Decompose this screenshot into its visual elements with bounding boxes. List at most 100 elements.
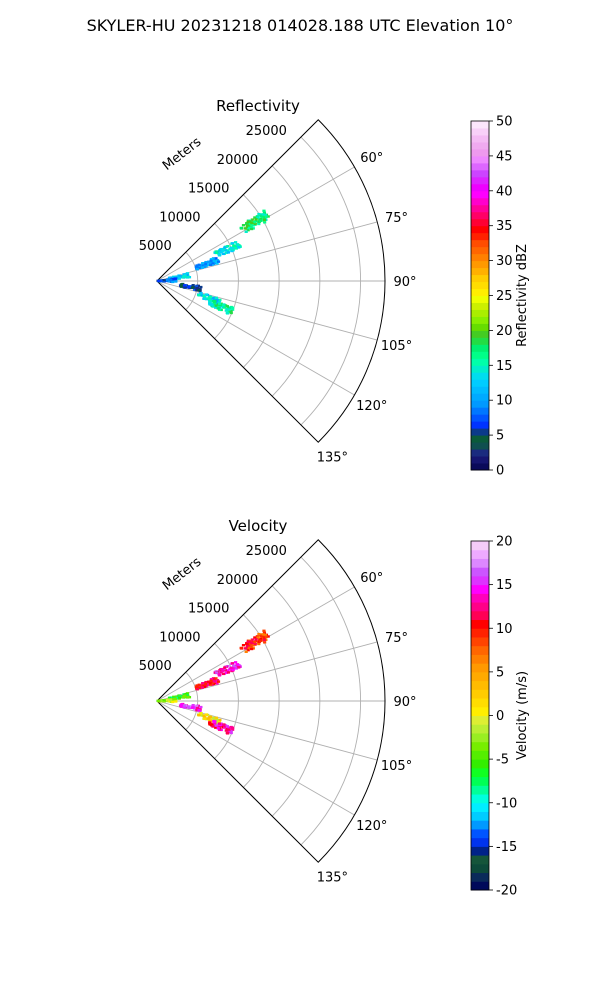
- reflectivity-echo-gate: [230, 249, 234, 253]
- velocity-echo-cluster: [213, 661, 242, 677]
- reflectivity-colorbar-swatch: [471, 267, 489, 276]
- reflectivity-echo-gate: [221, 252, 226, 256]
- reflectivity-echo-gate: [179, 285, 184, 288]
- velocity-echo-gate: [220, 667, 224, 671]
- velocity-echo-gate: [212, 680, 216, 683]
- reflectivity-echo-gate: [181, 276, 185, 279]
- velocity-colorbar-swatch: [471, 698, 489, 708]
- reflectivity-echo-gate: [246, 228, 250, 232]
- velocity-colorbar-swatch: [471, 575, 489, 586]
- reflectivity-echo-gate: [225, 251, 229, 254]
- reflectivity-colorbar-swatch: [471, 141, 489, 150]
- velocity-echo-gate: [194, 685, 198, 688]
- reflectivity-colorbar-tick-label: 0: [496, 464, 504, 479]
- velocity-radial-tick-label: 25000: [246, 544, 287, 559]
- velocity-echo-gate: [217, 728, 222, 731]
- reflectivity-echo-gate: [230, 242, 235, 245]
- velocity-echo-cluster: [178, 702, 203, 713]
- reflectivity-echo-gate: [186, 285, 191, 289]
- velocity-echo-gate: [225, 671, 229, 674]
- reflectivity-echo-gate: [214, 296, 218, 300]
- velocity-colorbar-swatch: [471, 628, 489, 638]
- velocity-colorbar-tick-label: -10: [496, 796, 517, 811]
- reflectivity-colorbar-swatch: [471, 281, 489, 290]
- velocity-radial-tick-label: 5000: [139, 659, 172, 674]
- velocity-echo-gate: [211, 725, 215, 728]
- reflectivity-echo-gate: [253, 222, 257, 225]
- reflectivity-echo-gate: [221, 249, 225, 252]
- velocity-echo-gate: [229, 731, 233, 735]
- reflectivity-colorbar-swatch: [471, 330, 489, 338]
- reflectivity-radial-tick-label: 25000: [246, 124, 287, 139]
- velocity-echo-gate: [231, 668, 235, 671]
- reflectivity-echo-gate: [222, 306, 227, 309]
- reflectivity-echo-gate: [215, 262, 219, 265]
- reflectivity-echo-gate: [197, 263, 201, 267]
- velocity-echo-gate: [244, 650, 248, 653]
- velocity-azimuth-tick-label: 135°: [317, 870, 348, 885]
- reflectivity-echo-gate: [263, 213, 268, 217]
- reflectivity-echo-cluster: [178, 282, 203, 293]
- reflectivity-echo-gate: [248, 220, 252, 223]
- velocity-colorbar-label: Velocity (m/s): [515, 671, 530, 760]
- reflectivity-echo-cluster: [213, 241, 242, 257]
- reflectivity-azimuth-gridline: [156, 280, 378, 341]
- reflectivity-echo-gate: [210, 263, 214, 266]
- reflectivity-echo-gate: [197, 289, 201, 292]
- reflectivity-echo-gate: [208, 299, 212, 302]
- reflectivity-echo-gate: [199, 285, 203, 289]
- reflectivity-echo-gate: [216, 260, 221, 263]
- velocity-echo-gate: [241, 644, 246, 647]
- velocity-echo-gate: [204, 680, 208, 684]
- reflectivity-echo-gate: [208, 301, 212, 305]
- reflectivity-echo-gate: [225, 308, 229, 311]
- reflectivity-colorbar-swatch: [471, 351, 489, 359]
- velocity-echo-gate: [157, 699, 161, 703]
- reflectivity-echo-gate: [202, 265, 206, 269]
- velocity-echo-gate: [237, 666, 241, 669]
- velocity-colorbar-tick-label: -15: [496, 840, 517, 855]
- reflectivity-echo-gate: [250, 227, 254, 231]
- velocity-echo-gate: [258, 639, 262, 642]
- reflectivity-echo-gate: [182, 284, 187, 287]
- velocity-echo-gate: [215, 671, 219, 674]
- reflectivity-echo-gate: [220, 247, 224, 251]
- reflectivity-colorbar-swatch: [471, 183, 489, 192]
- velocity-echo-gate: [186, 705, 191, 709]
- velocity-echo-gate: [264, 635, 268, 639]
- reflectivity-echo-gate: [195, 288, 199, 292]
- velocity-echo-gate: [256, 636, 260, 639]
- reflectivity-echo-gate: [237, 246, 241, 249]
- velocity-colorbar: -20 -15 -10 -5 0 5 10 15 20 Velocity (m/s): [470, 535, 530, 899]
- reflectivity-echo-gate: [229, 246, 233, 250]
- reflectivity-echo-gate: [198, 266, 202, 270]
- velocity-colorbar-swatch: [471, 645, 489, 655]
- reflectivity-echo-gate: [204, 293, 208, 296]
- velocity-echo-gate: [229, 730, 233, 733]
- reflectivity-echo-cluster: [208, 299, 235, 315]
- reflectivity-echo-gate: [216, 307, 220, 310]
- reflectivity-azimuth-gridline: [156, 221, 378, 282]
- reflectivity-echo-cluster: [194, 257, 221, 271]
- reflectivity-azimuth-tick-label: 75°: [385, 211, 408, 226]
- velocity-echo-gate: [218, 726, 222, 729]
- reflectivity-panel: 5000 10000 15000 20000 25000 60° 75° 90° 105° 120…: [139, 115, 530, 479]
- velocity-echo-gate: [212, 722, 216, 726]
- reflectivity-echo-gate: [208, 303, 212, 306]
- velocity-echo-gate: [174, 700, 178, 703]
- velocity-echo-gate: [222, 726, 227, 729]
- reflectivity-colorbar-swatch: [471, 197, 489, 206]
- velocity-colorbar-tick-label: 10: [496, 622, 513, 637]
- velocity-sector-frame: [156, 539, 386, 863]
- velocity-echo-gate: [214, 724, 218, 727]
- velocity-colorbar-tick-label: -20: [496, 884, 517, 899]
- reflectivity-colorbar-swatch: [471, 302, 489, 310]
- reflectivity-echo-gate: [232, 244, 236, 247]
- velocity-echo-gate: [202, 714, 206, 718]
- reflectivity-azimuth-tick-label: 105°: [381, 339, 412, 354]
- velocity-colorbar-swatch: [471, 619, 489, 629]
- reflectivity-colorbar-swatch: [471, 442, 489, 450]
- reflectivity-colorbar-swatch: [471, 239, 489, 248]
- velocity-colorbar-swatch: [471, 567, 489, 577]
